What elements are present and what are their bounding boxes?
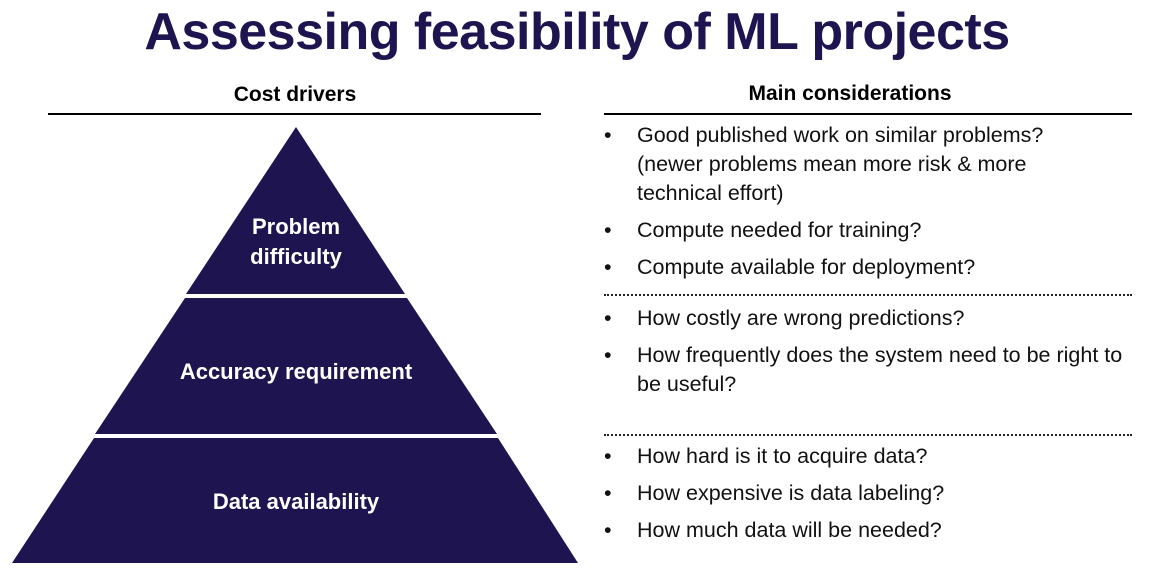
- considerations-group-problem: • Good published work on similar problems…: [604, 121, 1104, 290]
- slide-title: Assessing feasibility of ML projects: [144, 3, 1010, 61]
- list-item: • Good published work on similar problems…: [604, 123, 1044, 205]
- dotted-divider: [604, 434, 1132, 436]
- pyramid-tier-bottom: [12, 438, 578, 563]
- pyramid-tier-middle: [95, 298, 497, 434]
- list-item: • Compute needed for training?: [604, 218, 922, 242]
- tier-label-accuracy-requirement: Accuracy requirement: [179, 359, 413, 384]
- item-text: How frequently does the system need to b…: [637, 343, 1123, 396]
- tier-label-problem-difficulty: Problem difficulty: [196, 212, 396, 272]
- main-considerations-rule: [604, 113, 1132, 115]
- list-item: • Compute available for deployment?: [604, 255, 976, 279]
- list-item: • How hard is it to acquire data?: [604, 444, 928, 468]
- item-text: Good published work on similar problems?…: [637, 123, 1044, 205]
- considerations-group-accuracy: • How costly are wrong predictions? • How …: [604, 304, 1124, 407]
- item-text: How hard is it to acquire data?: [637, 444, 928, 468]
- tier-label-line: difficulty: [250, 244, 342, 269]
- cost-drivers-header: Cost drivers: [233, 83, 357, 106]
- item-text: How much data will be needed?: [637, 518, 942, 542]
- cost-drivers-rule: [48, 113, 541, 115]
- pyramid-tier-top: [186, 127, 405, 294]
- dotted-divider: [604, 294, 1132, 296]
- main-considerations-header: Main considerations: [748, 82, 952, 105]
- item-text: How expensive is data labeling?: [637, 481, 945, 505]
- item-text: Compute available for deployment?: [637, 255, 976, 279]
- list-item: • How costly are wrong predictions?: [604, 306, 965, 330]
- item-text: How costly are wrong predictions?: [637, 306, 965, 330]
- list-item: • How much data will be needed?: [604, 518, 942, 542]
- tier-label-line: Problem: [251, 214, 341, 239]
- tier-label-data-availability: Data availability: [212, 489, 380, 514]
- list-item: • How frequently does the system need to …: [604, 343, 1123, 396]
- list-item: • How expensive is data labeling?: [604, 481, 945, 505]
- considerations-group-data: • How hard is it to acquire data? • How ex…: [604, 442, 1144, 553]
- item-text: Compute needed for training?: [637, 218, 922, 242]
